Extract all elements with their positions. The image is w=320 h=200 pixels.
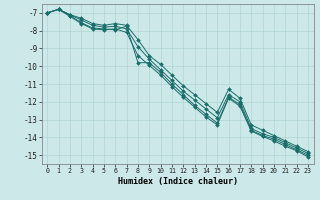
X-axis label: Humidex (Indice chaleur): Humidex (Indice chaleur) xyxy=(118,177,237,186)
